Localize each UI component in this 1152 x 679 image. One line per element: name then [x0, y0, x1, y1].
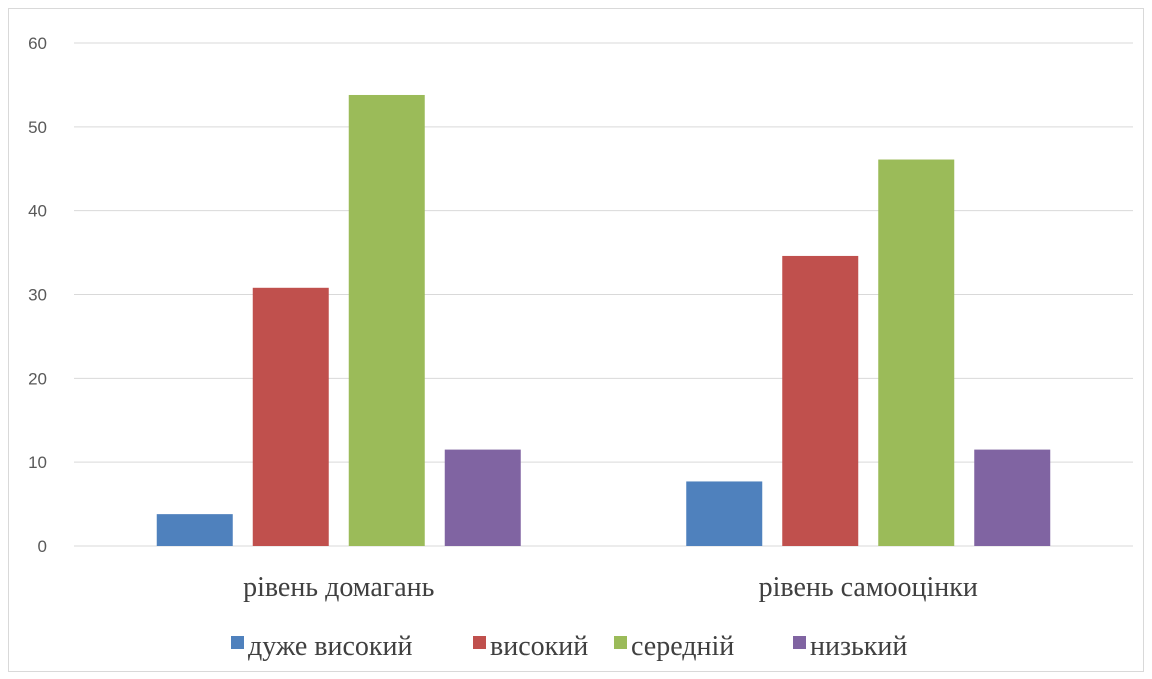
bar-2-1 [686, 481, 763, 546]
legend-swatch [614, 636, 627, 649]
x-category-label: рівень самооцінки [759, 572, 978, 603]
bar-1-3 [348, 94, 425, 546]
bar-1-2 [252, 287, 329, 546]
legend-label: середній [631, 631, 734, 662]
bar-2-3 [878, 159, 955, 547]
legend-swatch [793, 636, 806, 649]
y-tick-label: 60 [28, 34, 47, 53]
y-tick-label: 0 [38, 537, 47, 556]
y-tick-label: 40 [28, 202, 47, 221]
bars [156, 94, 1051, 547]
legend: дуже високий високий середній низький [231, 631, 907, 662]
y-tick-label: 30 [28, 286, 47, 305]
y-tick-label: 50 [28, 118, 47, 137]
bar-1-4 [444, 449, 521, 546]
y-tick-label: 20 [28, 369, 47, 388]
legend-swatch [473, 636, 486, 649]
legend-label: високий [490, 631, 588, 662]
y-axis-tick-labels: 0 10 20 30 40 50 60 [28, 34, 47, 556]
bar-2-2 [782, 255, 859, 547]
y-tick-label: 10 [28, 453, 47, 472]
bar-1-1 [156, 514, 233, 546]
legend-label: дуже високий [248, 631, 413, 662]
chart-frame [8, 8, 1144, 672]
bar-2-4 [974, 449, 1051, 546]
gridlines [74, 42, 1133, 547]
legend-label: низький [810, 631, 907, 662]
x-category-label: рівень домагань [243, 572, 434, 603]
x-axis-category-labels: рівень домагань рівень самооцінки [243, 572, 978, 603]
legend-swatch [231, 636, 244, 649]
